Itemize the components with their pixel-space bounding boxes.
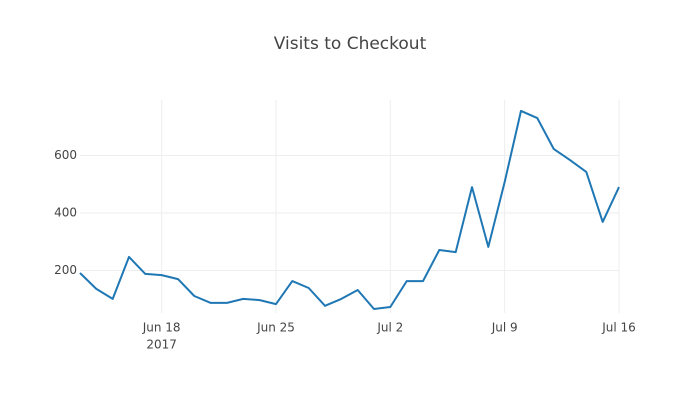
chart-title: Visits to Checkout	[274, 34, 427, 54]
x-tick-label: Jul 16	[601, 321, 636, 335]
x-tick-label: Jul 2	[376, 321, 403, 335]
line-series	[79, 109, 620, 310]
y-tick-label: 400	[54, 205, 77, 219]
x-tick-label: Jun 25	[256, 321, 295, 335]
y-tick-label: 200	[54, 263, 77, 277]
x-tick-label: Jun 18	[142, 321, 181, 335]
y-tick-label: 600	[54, 148, 77, 162]
x-year-label: 2017	[146, 338, 177, 352]
x-tick-label: Jul 9	[491, 321, 518, 335]
